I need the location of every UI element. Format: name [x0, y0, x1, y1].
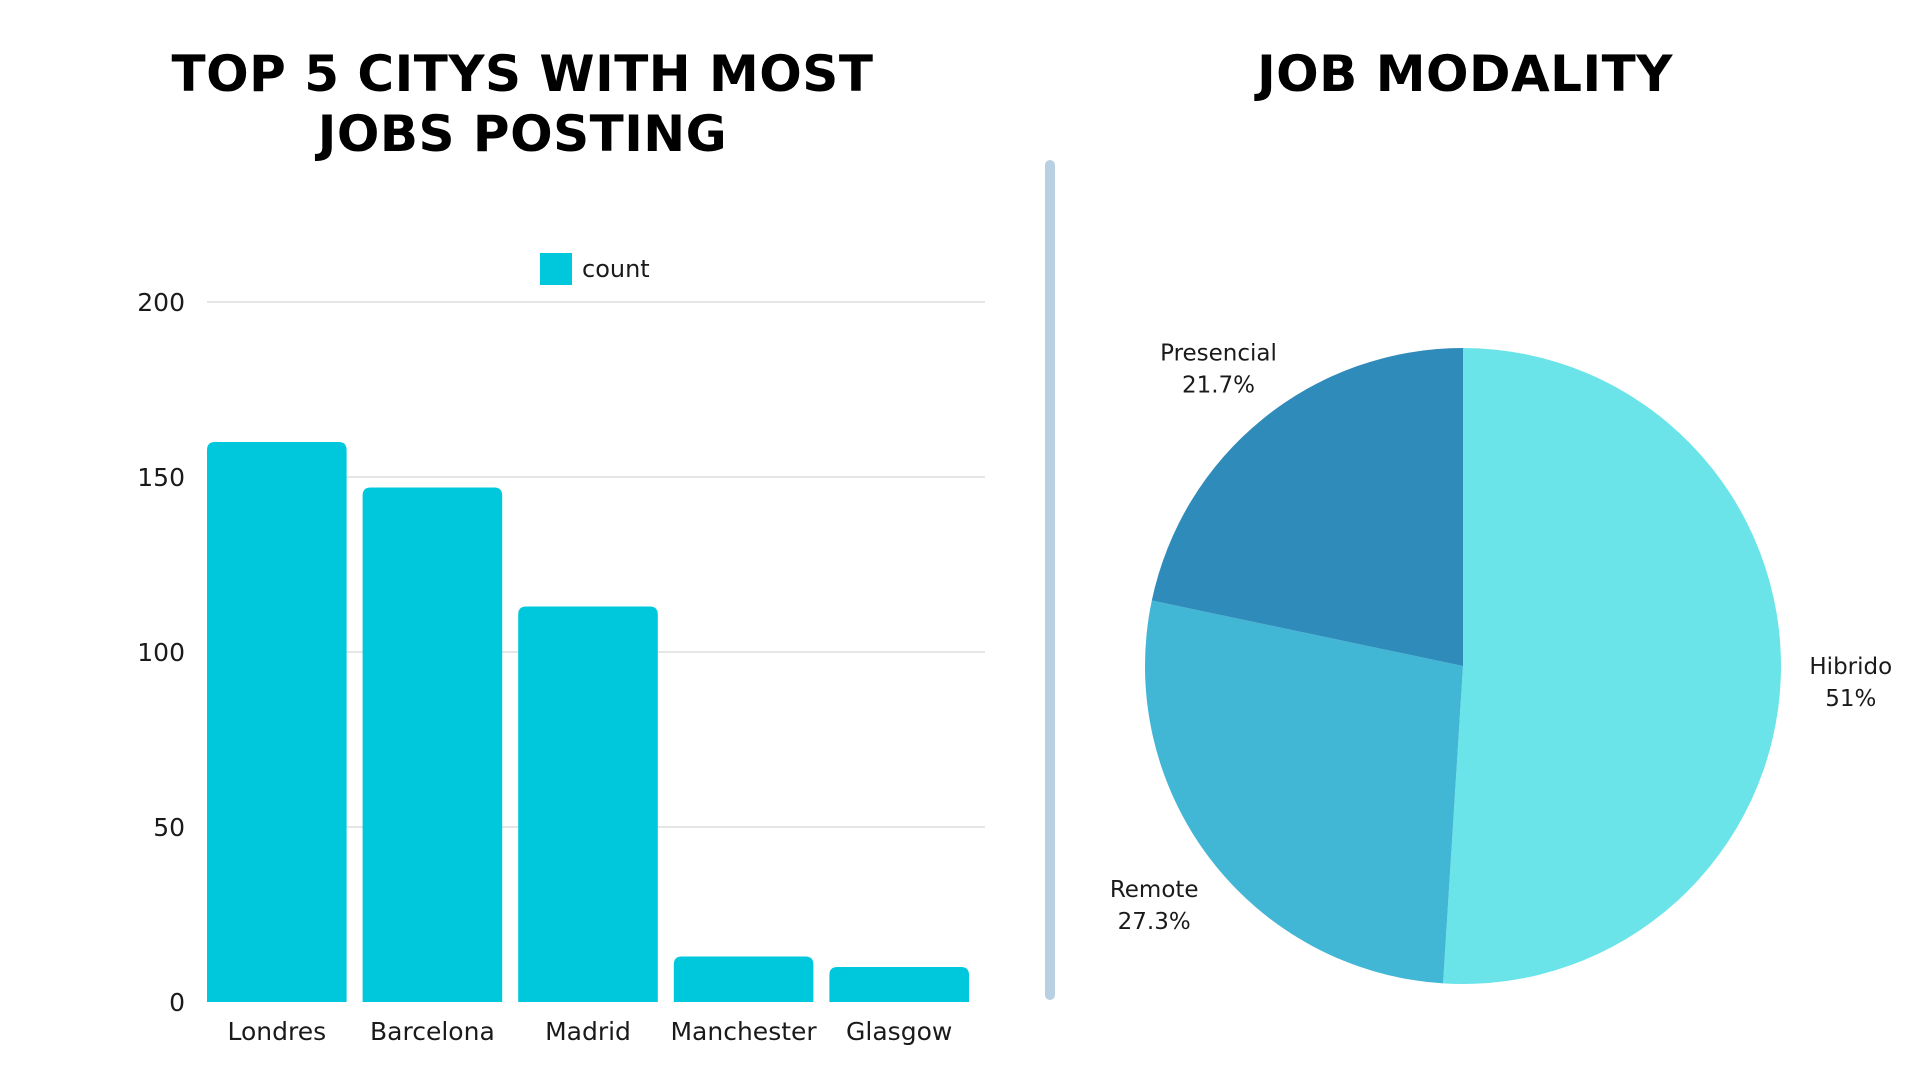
- x-tick-label: Glasgow: [846, 1017, 952, 1046]
- panel-divider: [1045, 160, 1055, 1000]
- bar-chart-legend: count: [540, 253, 650, 285]
- bar-chart-bars: [207, 442, 969, 1002]
- bar-glasgow: [829, 967, 969, 1002]
- bar-madrid: [518, 606, 658, 1002]
- bar-chart-title-line-1: TOP 5 CITYS WITH MOST: [171, 45, 874, 103]
- y-tick-label: 150: [137, 463, 185, 492]
- x-tick-label: Manchester: [670, 1017, 817, 1046]
- bar-barcelona: [362, 487, 503, 1002]
- legend-label-count: count: [582, 255, 650, 283]
- x-tick-label: Madrid: [545, 1017, 631, 1046]
- pie-chart-slices: [1145, 348, 1782, 985]
- bar-londres: [207, 442, 347, 1002]
- pie-slice-hibrido: [1443, 348, 1782, 985]
- pie-chart-labels: Hibrido 51% Remote 27.3% Presencial 21.7%: [1110, 341, 1892, 935]
- bar-chart-y-axis: 0 50 100 150 200: [137, 288, 185, 1017]
- pie-slice-presencial: [1151, 348, 1463, 666]
- y-tick-label: 50: [153, 813, 185, 842]
- pie-slice-remote: [1145, 600, 1463, 984]
- y-tick-label: 0: [169, 988, 185, 1017]
- pie-label-presencial: Presencial: [1160, 341, 1277, 367]
- bar-chart-title-line-2: JOBS POSTING: [317, 105, 728, 163]
- bar-chart: 0 50 100 150 200 Londres Barcelona Madrid Manch…: [137, 253, 985, 1046]
- y-tick-label: 100: [137, 638, 185, 667]
- bar-chart-title: TOP 5 CITYS WITH MOST JOBS POSTING: [140, 44, 905, 164]
- pie-chart-title: JOB MODALITY: [1257, 45, 1673, 103]
- x-tick-label: Londres: [227, 1017, 326, 1046]
- pie-value-hibrido: 51%: [1825, 686, 1876, 712]
- bar-manchester: [673, 956, 814, 1002]
- pie-label-hibrido: Hibrido: [1809, 654, 1892, 680]
- y-tick-label: 200: [137, 288, 185, 317]
- pie-value-presencial: 21.7%: [1182, 373, 1255, 399]
- bar-chart-x-axis: Londres Barcelona Madrid Manchester Glasgow: [227, 1017, 952, 1046]
- pie-label-remote: Remote: [1110, 877, 1199, 903]
- legend-swatch-count: [540, 253, 572, 285]
- x-tick-label: Barcelona: [370, 1017, 495, 1046]
- pie-value-remote: 27.3%: [1118, 909, 1191, 935]
